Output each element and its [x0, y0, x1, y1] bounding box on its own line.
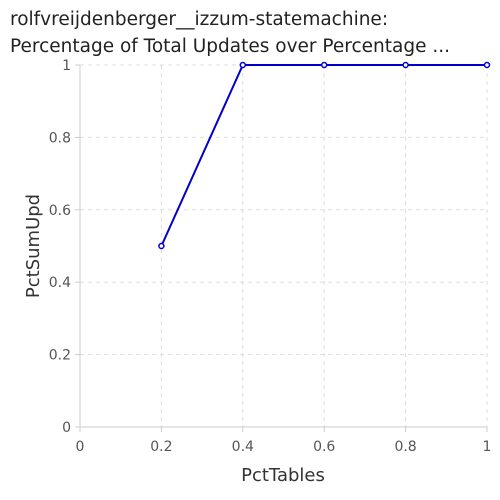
- y-axis-title: PctSumUpd: [23, 194, 44, 298]
- y-tick-label: 1: [62, 58, 71, 74]
- x-tick-label: 1: [483, 439, 492, 455]
- data-point: [483, 61, 491, 69]
- series-group: [158, 61, 491, 250]
- y-tick-label: 0.4: [49, 275, 71, 291]
- data-point: [239, 61, 247, 69]
- data-point: [402, 61, 409, 69]
- tick-labels: 0 0.2 0.4 0.6 0.8 1 0 0.2 0.4 0.6 0.8 1: [49, 58, 492, 455]
- chart-title-line-1: rolfvreijdenberger__izzum-statemachine:: [10, 9, 389, 30]
- y-tick-label: 0.6: [49, 203, 71, 219]
- x-axis-title: PctTables: [241, 465, 325, 486]
- data-point: [158, 242, 165, 250]
- grid-lines: [80, 64, 488, 427]
- y-tick-label: 0.2: [49, 348, 71, 364]
- chart-title: rolfvreijdenberger__izzum-statemachine: …: [10, 6, 498, 60]
- axes: [79, 65, 487, 428]
- x-tick-label: 0.8: [394, 439, 416, 455]
- chart-title-line-2: Percentage of Total Updates over Percent…: [10, 36, 450, 57]
- x-tick-label: 0.2: [150, 439, 172, 455]
- x-tick-label: 0: [76, 439, 85, 455]
- data-point: [320, 61, 328, 69]
- y-tick-label: 0: [62, 420, 71, 436]
- y-tick-label: 0.8: [49, 130, 71, 146]
- x-tick-label: 0.6: [313, 439, 335, 455]
- x-tick-label: 0.4: [232, 439, 254, 455]
